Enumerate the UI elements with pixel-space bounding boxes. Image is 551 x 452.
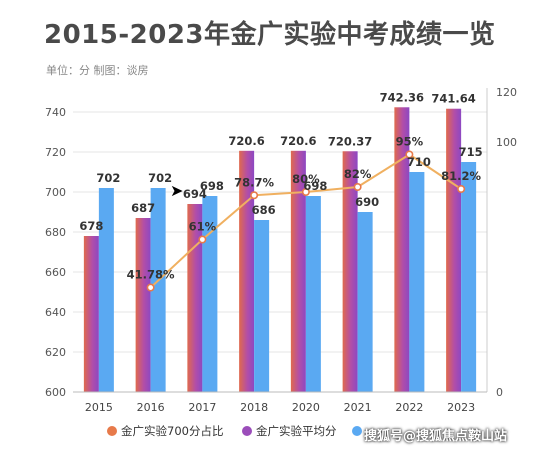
y-tick-label: 620: [45, 346, 66, 359]
bar-average-label: 687: [131, 201, 155, 215]
line-point-label: 78.7%: [234, 175, 274, 189]
x-tick-label: 2023: [447, 401, 475, 414]
bars: [83, 107, 477, 392]
bar-blue: [409, 172, 425, 392]
bar-blue: [202, 196, 218, 392]
y-axis-left: 600 620 640 660 680 700 720 740: [45, 106, 66, 399]
bar-blue-label: 686: [252, 203, 276, 217]
legend-marker: [242, 426, 252, 436]
x-tick-label: 2022: [395, 401, 423, 414]
line-point: [457, 185, 466, 194]
bar-average: [83, 236, 99, 392]
y-tick-label: 600: [45, 386, 66, 399]
x-tick-label: 2015: [85, 401, 113, 414]
legend-marker: [352, 426, 362, 436]
bar-average: [446, 108, 462, 392]
bar-blue-label: 702: [96, 171, 120, 185]
bar-average: [135, 218, 151, 392]
line-point-label: 41.78%: [127, 268, 175, 282]
bar-blue-label: 690: [355, 195, 379, 209]
y-tick-label: 680: [45, 226, 66, 239]
bar-blue-label: 715: [459, 145, 483, 159]
legend: 金广实验700分占比 金广实验平均分: [107, 424, 362, 438]
data-labels: 678702687702694698720.6686720.6698720.37…: [79, 90, 482, 281]
bar-average-label: 741.64: [431, 92, 475, 106]
line-point: [250, 191, 259, 200]
line-point-label: 61%: [189, 220, 217, 234]
line-point: [353, 183, 362, 192]
legend-label: 金广实验700分占比: [121, 424, 223, 438]
bar-blue: [461, 162, 477, 392]
line-point-label: 82%: [344, 167, 372, 181]
line-point: [301, 188, 310, 197]
x-tick-label: 2018: [240, 401, 268, 414]
legend-label: 金广实验平均分: [256, 424, 337, 438]
bar-average: [239, 150, 255, 392]
line-point-label: 95%: [396, 135, 424, 149]
y-tick-label: 640: [45, 306, 66, 319]
watermark: 搜狐号@搜狐焦点鞍山站: [364, 429, 508, 444]
bar-blue: [357, 212, 373, 392]
y2-tick-label: 100: [496, 136, 517, 149]
bar-average-label: 720.6: [280, 134, 316, 148]
y-tick-label: 740: [45, 106, 66, 119]
bar-average: [342, 151, 358, 392]
y-axis-right: 0 100 120: [486, 86, 517, 399]
bar-average-label: 742.36: [380, 90, 424, 104]
bar-average-label: 720.6: [228, 134, 264, 148]
mouse-cursor-icon: ➤: [170, 181, 184, 200]
line-series: [146, 150, 466, 292]
chart-subtitle: 单位：分 制图：谈房: [46, 64, 149, 77]
legend-marker: [107, 426, 117, 436]
bar-average: [394, 107, 410, 392]
y-tick-label: 700: [45, 186, 66, 199]
bar-blue-label: 702: [148, 171, 172, 185]
y2-tick-label: 120: [496, 86, 517, 99]
grid: [73, 111, 487, 393]
chart-title: 2015-2023年金广实验中考成绩一览: [44, 20, 496, 50]
bar-average: [290, 150, 306, 392]
bar-blue: [254, 220, 270, 392]
bar-blue: [150, 188, 166, 392]
bar-blue-label: 698: [303, 179, 327, 193]
bar-blue: [305, 196, 321, 392]
y-tick-label: 660: [45, 266, 66, 279]
bar-average-label: 694: [183, 187, 207, 201]
line-point: [146, 283, 155, 292]
line-point: [198, 235, 207, 244]
bar-blue-label: 698: [200, 179, 224, 193]
bar-average-label: 678: [79, 219, 103, 233]
x-tick-label: 2020: [292, 401, 320, 414]
line-point-label: 80%: [292, 172, 320, 186]
bar-blue: [98, 188, 114, 392]
bar-average-label: 720.37: [328, 134, 372, 148]
x-tick-label: 2021: [344, 401, 372, 414]
line-point-label: 81.2%: [441, 169, 481, 183]
bar-blue-label: 710: [407, 155, 431, 169]
line-point: [405, 150, 414, 159]
x-tick-label: 2016: [137, 401, 165, 414]
y2-tick-label: 0: [496, 386, 503, 399]
y-tick-label: 720: [45, 146, 66, 159]
x-tick-label: 2017: [188, 401, 216, 414]
x-axis: 2015 2016 2017 2018 2020 2021 2022 2023: [73, 391, 487, 414]
